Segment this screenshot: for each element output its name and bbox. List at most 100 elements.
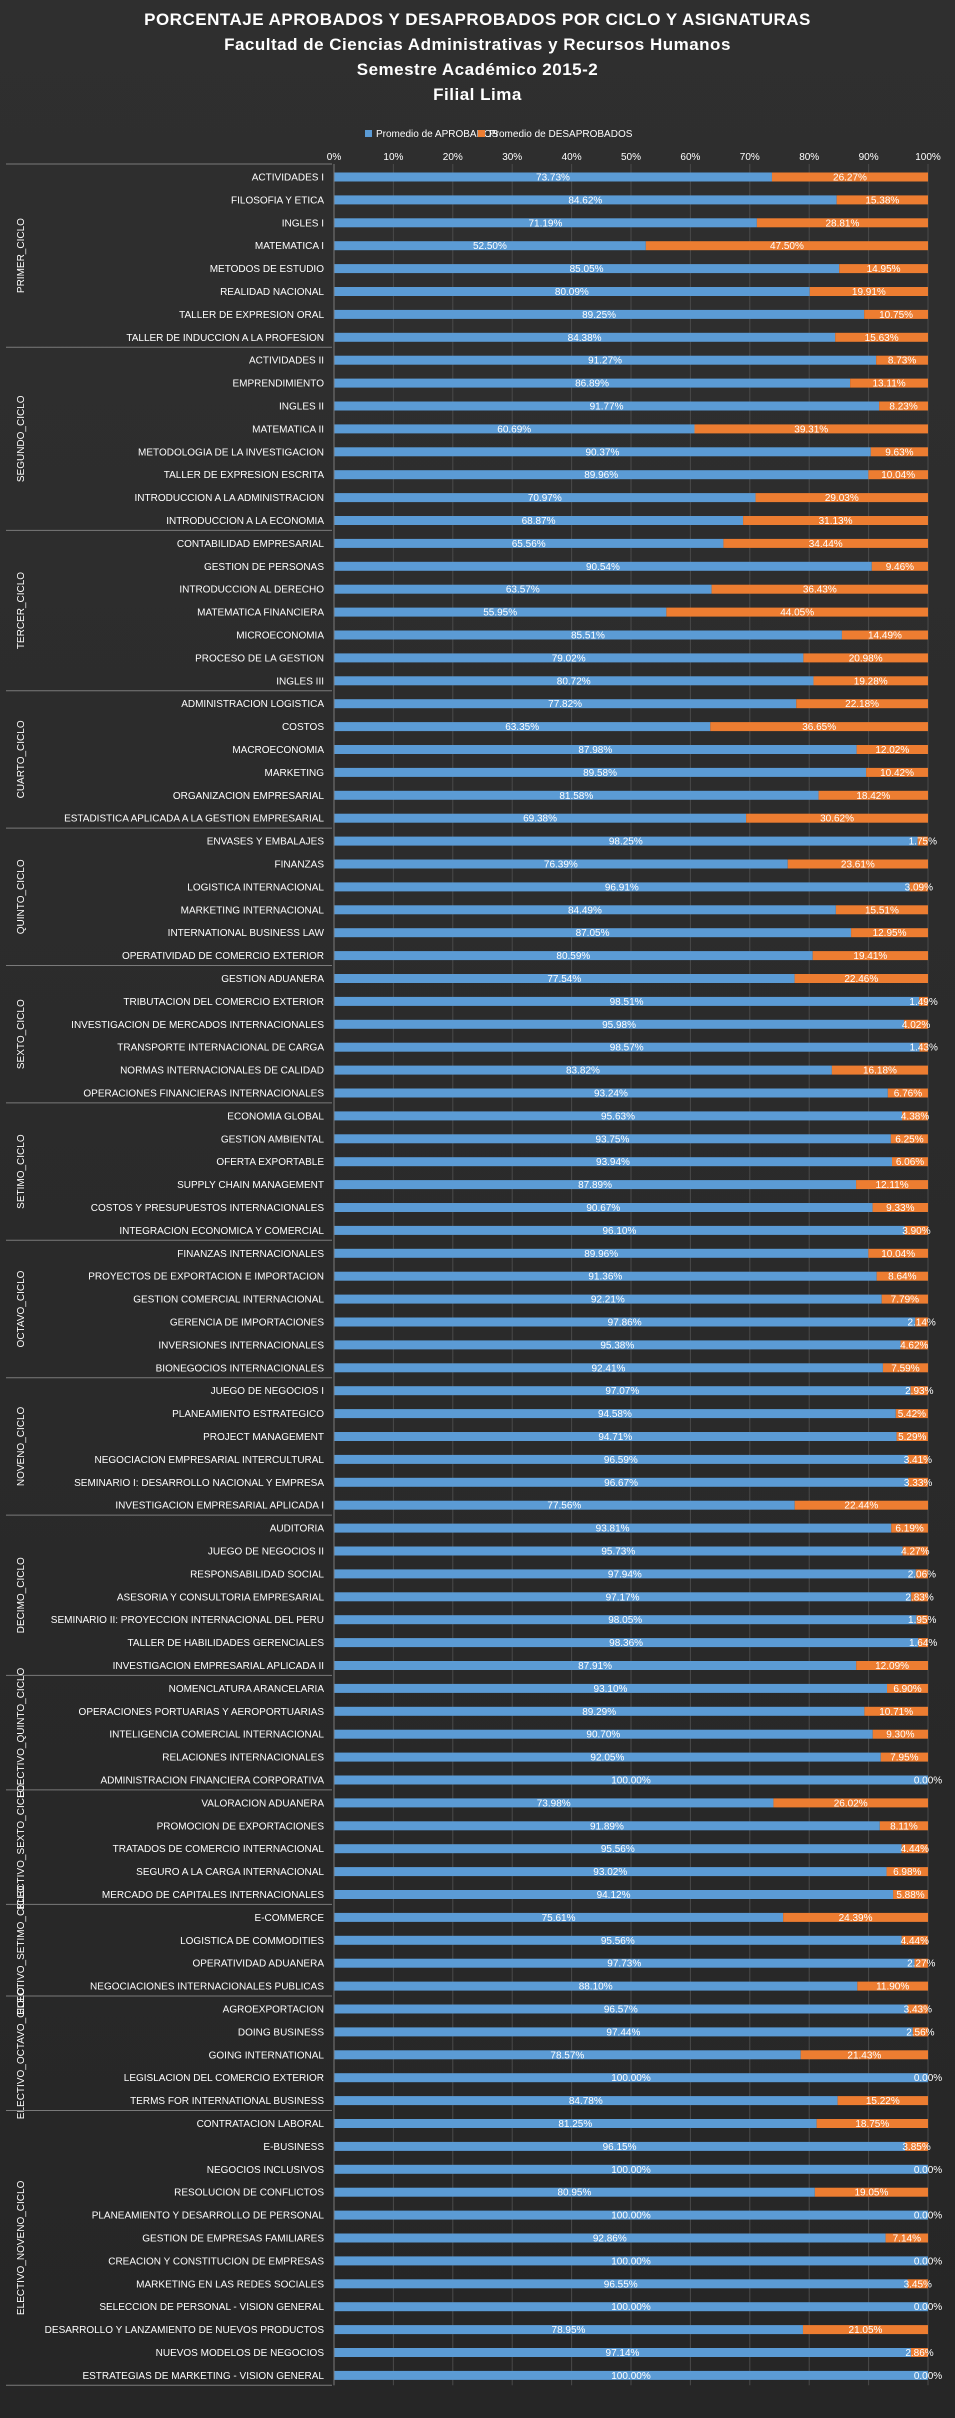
category-label: TALLER DE HABILIDADES GERENCIALES [127,1638,324,1649]
bar-desaprobados [773,1798,928,1808]
data-label-aprobados: 84.49% [568,905,602,916]
data-label-desaprobados: 0.00% [914,2211,942,2222]
data-label-aprobados: 98.51% [610,997,644,1008]
bar-aprobados [334,722,711,732]
bar-desaprobados [890,1134,928,1144]
category-label: OPERATIVIDAD ADUANERA [192,1959,324,1970]
bar-aprobados [334,584,712,594]
bar-desaprobados [868,1248,928,1258]
category-label: NUEVOS MODELOS DE NEGOCIOS [156,2348,325,2359]
data-label-aprobados: 90.67% [586,1203,620,1214]
data-label-desaprobados: 8.23% [889,402,917,413]
group-label: QUINTO_CICLO [16,859,27,934]
bar-desaprobados [839,264,928,274]
data-label-desaprobados: 1.43% [910,1043,938,1054]
data-label-desaprobados: 6.76% [894,1089,922,1100]
category-label: MERCADO DE CAPITALES INTERNACIONALES [102,1890,324,1901]
category-label: ADMINISTRACION FINANCIERA CORPORATIVA [100,1776,324,1787]
bar-desaprobados [885,2233,928,2243]
bar-aprobados [334,2096,838,2106]
category-label: COSTOS [282,722,324,733]
bar-aprobados [334,1432,897,1441]
bar-desaprobados [904,1225,928,1235]
data-label-aprobados: 97.73% [607,1959,641,1970]
bar-aprobados [334,1271,877,1281]
bar-desaprobados [907,2279,928,2289]
data-label-aprobados: 96.57% [604,2005,638,2016]
bar-desaprobados [901,1935,928,1945]
category-label: MARKETING EN LAS REDES SOCIALES [136,2279,324,2290]
data-label-aprobados: 81.58% [559,791,593,802]
bar-aprobados [334,1317,916,1327]
data-label-aprobados: 100.00% [611,2256,651,2267]
data-label-desaprobados: 9.46% [886,562,914,573]
bar-desaprobados [910,1386,928,1396]
data-label-aprobados: 70.97% [528,493,562,504]
bar-aprobados [334,1294,882,1304]
bar-aprobados [334,561,872,571]
category-label: INVERSIONES INTERNACIONALES [158,1340,324,1351]
category-label: MACROECONOMIA [232,745,324,756]
data-label-desaprobados: 7.59% [891,1363,919,1374]
bar-aprobados [334,676,814,686]
data-label-aprobados: 80.95% [557,2188,591,2199]
category-label: OPERACIONES FINANCIERAS INTERNACIONALES [83,1089,324,1100]
bar-aprobados [334,1042,920,1052]
bar-desaprobados [818,790,928,800]
bar-desaprobados [912,2027,928,2037]
data-label-aprobados: 97.14% [606,2348,640,2359]
category-label: PROYECTOS DE EXPORTACION E IMPORTACION [88,1272,324,1283]
data-label-aprobados: 73.98% [537,1798,571,1809]
data-label-desaprobados: 4.38% [901,1111,929,1122]
bar-desaprobados [917,836,928,846]
bar-aprobados [334,2187,815,2197]
category-label: NEGOCIACIONES INTERNACIONALES PUBLICAS [90,1982,324,1993]
data-label-desaprobados: 1.95% [908,1615,936,1626]
bar-desaprobados [856,1661,928,1670]
bar-aprobados [334,538,724,548]
x-tick-label: 70% [740,152,760,163]
category-label: COSTOS Y PRESUPUESTOS INTERNACIONALES [91,1203,325,1214]
data-label-desaprobados: 3.09% [905,882,933,893]
bar-aprobados [334,767,867,777]
bar-desaprobados [901,1844,928,1854]
data-label-desaprobados: 6.25% [895,1134,923,1145]
data-label-desaprobados: 20.98% [849,653,883,664]
bar-aprobados [334,2302,928,2312]
data-label-aprobados: 95.56% [601,1936,635,1947]
data-label-desaprobados: 36.43% [803,585,837,596]
category-label: TRATADOS DE COMERCIO INTERNACIONAL [113,1844,325,1855]
category-label: LEGISLACION DEL COMERCIO EXTERIOR [124,2073,324,2084]
category-label: E-COMMERCE [255,1913,325,1924]
data-label-desaprobados: 14.95% [867,264,901,275]
group-label: TERCER_CICLO [16,572,27,649]
bar-desaprobados [891,1523,928,1533]
bar-desaprobados [666,607,928,617]
bar-aprobados [334,1180,857,1190]
data-label-desaprobados: 10.42% [880,768,914,779]
data-label-aprobados: 68.87% [522,516,556,527]
category-label: NORMAS INTERNACIONALES DE CALIDAD [120,1066,324,1077]
category-label: INGLES II [279,402,324,413]
data-label-desaprobados: 26.27% [833,173,867,184]
data-label-aprobados: 95.98% [602,1020,636,1031]
group-label: DECIMO_CICLO [16,1557,27,1633]
data-label-aprobados: 69.38% [523,814,557,825]
data-label-desaprobados: 15.22% [866,2096,900,2107]
data-label-aprobados: 55.95% [483,608,517,619]
data-label-desaprobados: 19.28% [854,676,888,687]
data-label-aprobados: 76.39% [544,860,578,871]
bar-aprobados [334,2210,928,2220]
category-label: METODOS DE ESTUDIO [210,264,324,275]
bar-desaprobados [902,1546,928,1556]
bar-desaprobados [902,1111,928,1121]
data-label-desaprobados: 13.11% [872,379,905,390]
legend-swatch-desaprobados [478,130,485,137]
bar-aprobados [334,470,869,480]
data-label-aprobados: 100.00% [611,2302,651,2313]
bar-desaprobados [814,2187,928,2197]
data-label-desaprobados: 3.90% [902,1226,930,1237]
bar-aprobados [334,1386,911,1396]
data-label-desaprobados: 7.95% [890,1753,918,1764]
bar-desaprobados [746,813,928,823]
